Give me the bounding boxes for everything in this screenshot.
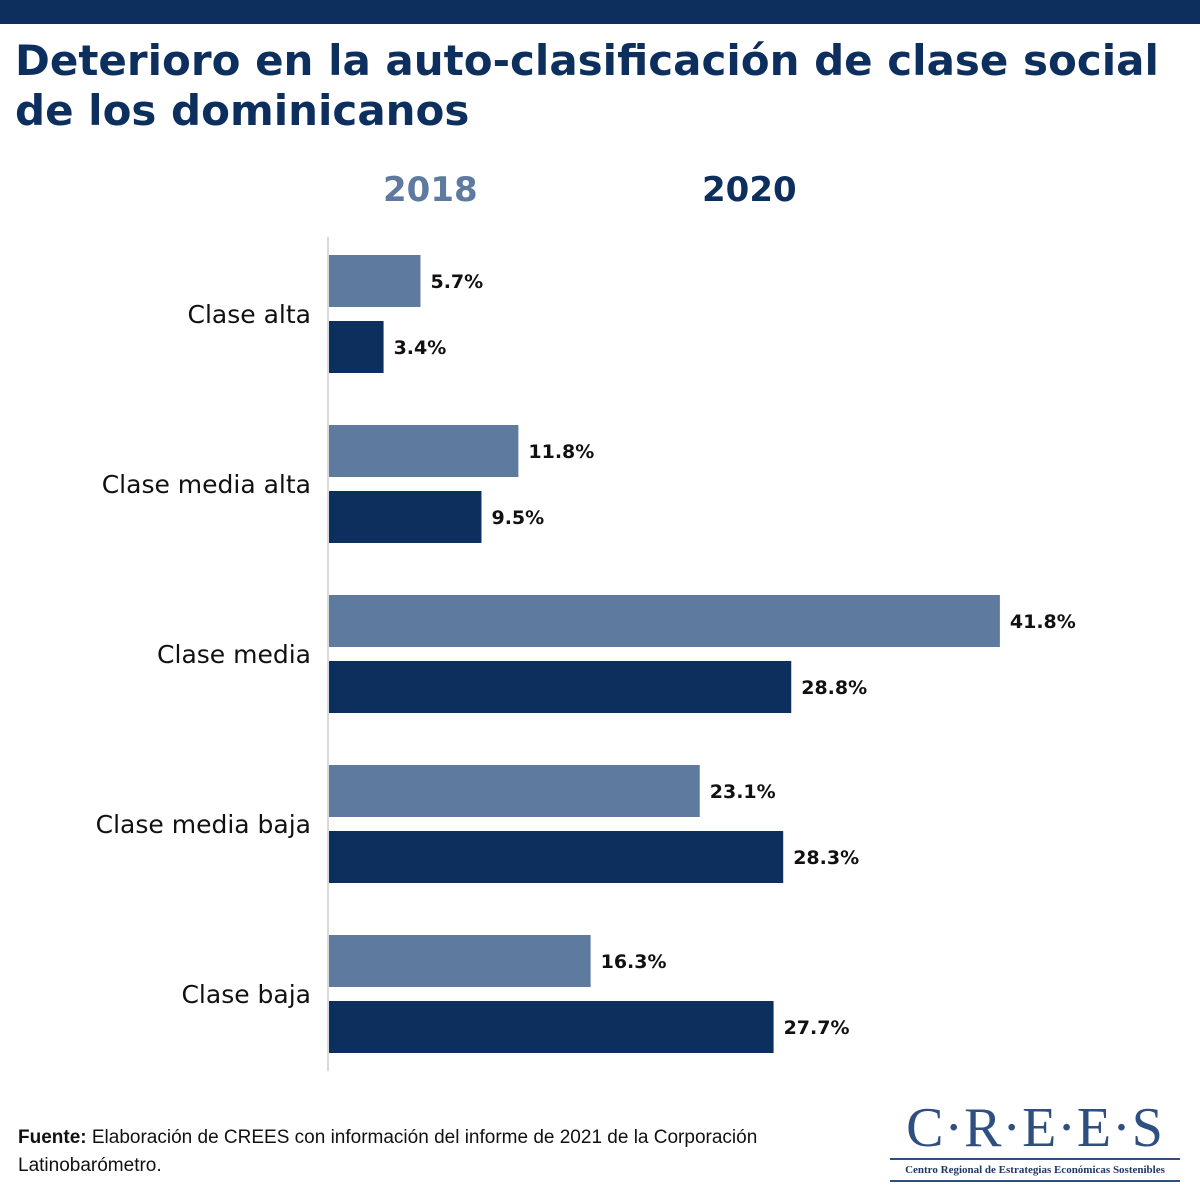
- source-note: Fuente: Elaboración de CREES con informa…: [18, 1124, 878, 1180]
- bar-2020: [329, 1001, 774, 1053]
- data-label-2020: 9.5%: [491, 507, 544, 529]
- category-label: Clase media: [157, 640, 311, 669]
- data-label-2020: 28.8%: [801, 677, 867, 699]
- top-accent-bar: [0, 0, 1200, 24]
- data-label-2018: 5.7%: [430, 271, 483, 293]
- data-label-2018: 23.1%: [710, 781, 776, 803]
- legend-2020: 2020: [702, 170, 797, 210]
- bar-chart: Clase alta 5.7% 3.4% Clase media alta 11.8% 9…: [96, 237, 1076, 1071]
- chart-bars: Clase alta 5.7% 3.4% Clase media alta 11.8% 9…: [96, 255, 1076, 1053]
- bar-2018: [329, 595, 1000, 647]
- category-label: Clase alta: [188, 300, 311, 329]
- logo-subtitle: Centro Regional de Estrategias Económica…: [905, 1164, 1165, 1176]
- bar-2018: [329, 255, 421, 307]
- data-label-2020: 27.7%: [784, 1017, 850, 1039]
- category-label: Clase media alta: [102, 470, 311, 499]
- bar-2020: [329, 491, 482, 543]
- data-label-2018: 11.8%: [528, 441, 594, 463]
- data-label-2018: 41.8%: [1010, 611, 1076, 633]
- category-label: Clase baja: [181, 980, 311, 1009]
- source-label: Fuente:: [18, 1127, 87, 1148]
- category-label: Clase media baja: [96, 810, 311, 839]
- legend-2018: 2018: [383, 170, 478, 210]
- bar-2020: [329, 321, 384, 373]
- source-text: Elaboración de CREES con información del…: [18, 1127, 758, 1176]
- logo-rule-bottom: [890, 1180, 1180, 1182]
- data-label-2020: 28.3%: [793, 847, 859, 869]
- bar-2018: [329, 935, 591, 987]
- bar-2018: [329, 425, 519, 477]
- data-label-2020: 3.4%: [394, 337, 447, 359]
- logo-wordmark: C·R·E·E·S: [906, 1097, 1164, 1159]
- bar-2018: [329, 765, 700, 817]
- crees-logo: C·R·E·E·S Centro Regional de Estrategias…: [890, 1098, 1180, 1188]
- bar-2020: [329, 831, 784, 883]
- chart-title: Deterioro en la auto-clasificación de cl…: [15, 36, 1159, 135]
- bar-2020: [329, 661, 792, 713]
- logo-rule-top: [890, 1158, 1180, 1160]
- data-label-2018: 16.3%: [601, 951, 667, 973]
